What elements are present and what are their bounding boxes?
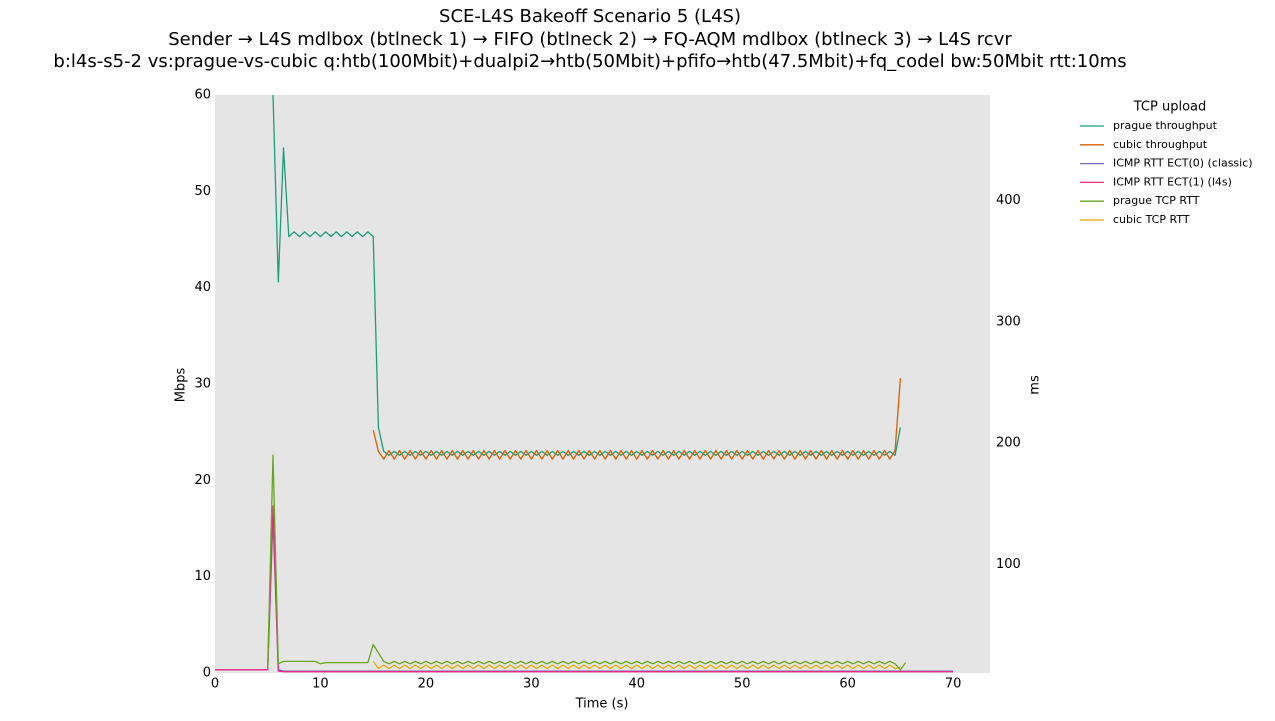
y-tick-label: 0	[203, 666, 211, 681]
chart-subtitle: Sender → L4S mdlbox (btlneck 1) → FIFO (…	[168, 29, 1012, 50]
y-tick-label: 40	[194, 280, 211, 295]
chart-title: SCE-L4S Bakeoff Scenario 5 (L4S)	[439, 6, 741, 27]
y2-tick-label: 400	[996, 193, 1021, 208]
legend-label: prague throughput	[1113, 119, 1218, 132]
legend-label: ICMP RTT ECT(0) (classic)	[1113, 157, 1253, 170]
x-tick-label: 70	[945, 677, 962, 692]
series-line	[215, 505, 954, 673]
x-tick-label: 0	[211, 677, 219, 692]
legend-label: prague TCP RTT	[1113, 194, 1200, 207]
y-tick-label: 10	[194, 569, 211, 584]
x-tick-label: 60	[839, 677, 856, 692]
x-axis-label: Time (s)	[575, 697, 629, 712]
x-tick-label: 40	[628, 677, 645, 692]
series-line	[267, 454, 907, 671]
series-line	[272, 94, 902, 456]
x-tick-label: 30	[523, 677, 540, 692]
y-tick-label: 30	[194, 377, 211, 392]
y2-axis-label: ms	[1028, 375, 1043, 395]
x-tick-label: 20	[418, 677, 435, 692]
legend-label: ICMP RTT ECT(1) (l4s)	[1113, 175, 1232, 188]
plot-background	[215, 95, 990, 673]
x-tick-label: 10	[312, 677, 329, 692]
chart-subtitle: b:l4s-s5-2 vs:prague-vs-cubic q:htb(100M…	[53, 51, 1126, 72]
x-tick-label: 50	[734, 677, 751, 692]
legend-label: cubic TCP RTT	[1113, 213, 1190, 226]
legend-title: TCP upload	[1133, 100, 1207, 115]
y2-tick-label: 200	[996, 436, 1021, 451]
y-tick-label: 50	[194, 184, 211, 199]
legend-label: cubic throughput	[1113, 138, 1208, 151]
y2-tick-label: 100	[996, 557, 1021, 572]
series-line	[372, 378, 902, 460]
y2-tick-label: 300	[996, 314, 1021, 329]
y-tick-label: 60	[194, 88, 211, 103]
series-line	[372, 661, 901, 670]
y-tick-label: 20	[194, 473, 211, 488]
y-axis-label: Mbps	[174, 368, 189, 403]
